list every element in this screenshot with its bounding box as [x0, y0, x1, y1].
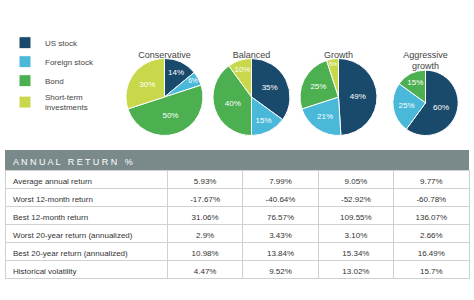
svg-text:60%: 60%: [433, 103, 449, 112]
svg-text:49%: 49%: [350, 92, 366, 101]
svg-text:Growth: Growth: [324, 50, 353, 60]
svg-text:25%: 25%: [310, 82, 326, 91]
svg-text:21%: 21%: [317, 112, 333, 121]
svg-text:Conservative: Conservative: [138, 50, 191, 60]
svg-text:-40.64%: -40.64%: [266, 195, 296, 204]
svg-text:14%: 14%: [168, 68, 184, 77]
svg-text:2.9%: 2.9%: [196, 231, 214, 240]
svg-text:Foreign stock: Foreign stock: [45, 58, 94, 67]
svg-text:3.10%: 3.10%: [345, 231, 368, 240]
svg-text:15.34%: 15.34%: [342, 249, 369, 258]
svg-text:7.99%: 7.99%: [269, 177, 292, 186]
svg-text:136.07%: 136.07%: [416, 213, 448, 222]
svg-text:15%: 15%: [256, 116, 272, 125]
svg-text:35%: 35%: [262, 83, 278, 92]
svg-text:Average annual return: Average annual return: [13, 177, 92, 186]
svg-text:Short-terminvestments: Short-terminvestments: [45, 93, 88, 112]
svg-text:-52.92%: -52.92%: [341, 195, 371, 204]
svg-text:9.77%: 9.77%: [420, 177, 443, 186]
svg-text:9.05%: 9.05%: [345, 177, 368, 186]
svg-text:16.49%: 16.49%: [418, 249, 445, 258]
svg-text:5%: 5%: [329, 61, 337, 67]
svg-text:15%: 15%: [407, 78, 423, 87]
svg-text:40%: 40%: [225, 99, 241, 108]
svg-text:10.98%: 10.98%: [192, 249, 219, 258]
svg-text:50%: 50%: [162, 111, 178, 120]
svg-text:Best 20-year return (annualize: Best 20-year return (annualized): [13, 249, 128, 258]
svg-text:5.93%: 5.93%: [194, 177, 217, 186]
svg-text:15.7%: 15.7%: [420, 267, 443, 276]
svg-text:76.57%: 76.57%: [267, 213, 294, 222]
svg-text:Best 12-month return: Best 12-month return: [13, 213, 88, 222]
svg-text:9.52%: 9.52%: [269, 267, 292, 276]
svg-text:13.84%: 13.84%: [267, 249, 294, 258]
svg-text:Historical volatility: Historical volatility: [13, 267, 77, 276]
svg-text:6%: 6%: [188, 77, 198, 84]
svg-text:Balanced: Balanced: [233, 50, 271, 60]
svg-text:Aggressivegrowth: Aggressivegrowth: [403, 50, 448, 72]
svg-text:31.06%: 31.06%: [192, 213, 219, 222]
svg-text:A N N U A L R E T U R N %: A N N U A L R E T U R N %: [13, 157, 133, 167]
svg-text:3.43%: 3.43%: [269, 231, 292, 240]
svg-text:109.55%: 109.55%: [340, 213, 372, 222]
svg-text:4.47%: 4.47%: [194, 267, 217, 276]
svg-text:10%: 10%: [234, 65, 250, 74]
svg-text:Worst 20-year return (annualiz: Worst 20-year return (annualized): [13, 231, 133, 240]
svg-text:25%: 25%: [399, 101, 415, 110]
svg-text:13.02%: 13.02%: [342, 267, 369, 276]
svg-text:2.66%: 2.66%: [420, 231, 443, 240]
svg-text:-60.78%: -60.78%: [416, 195, 446, 204]
svg-text:-17.67%: -17.67%: [190, 195, 220, 204]
svg-text:Worst 12-month return: Worst 12-month return: [13, 195, 93, 204]
svg-text:30%: 30%: [139, 80, 155, 89]
svg-text:Bond: Bond: [45, 77, 64, 86]
svg-text:US stock: US stock: [45, 39, 78, 48]
